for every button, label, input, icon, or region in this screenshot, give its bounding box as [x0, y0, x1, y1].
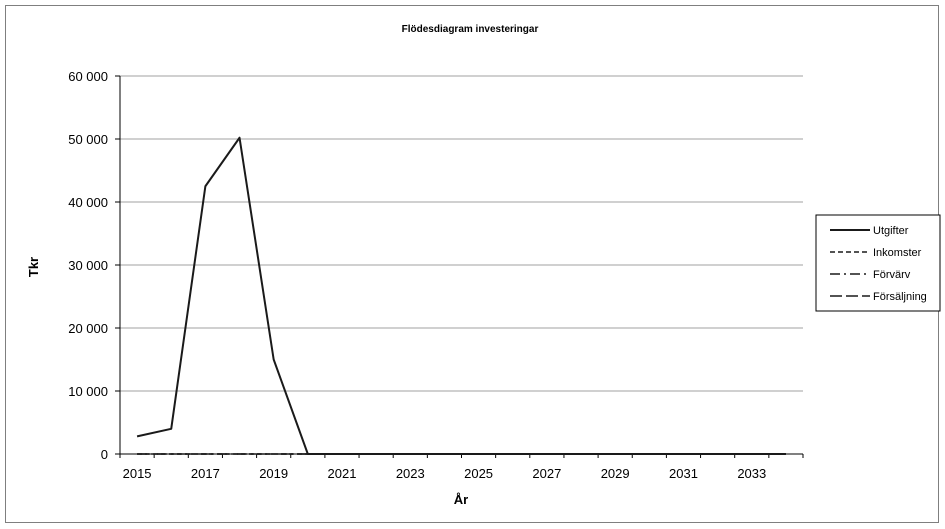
y-tick-label: 40 000 — [68, 195, 108, 210]
y-tick-label: 20 000 — [68, 321, 108, 336]
series-line-utgifter — [136, 136, 786, 455]
x-tick-label: 2015 — [123, 466, 152, 481]
series-lines — [136, 136, 786, 455]
gridlines — [115, 75, 803, 455]
x-tick-label: 2027 — [532, 466, 561, 481]
y-tick-label: 60 000 — [68, 69, 108, 84]
x-tick-label: 2023 — [396, 466, 425, 481]
y-axis-label: Tkr — [26, 257, 41, 277]
y-tick-label: 0 — [101, 447, 108, 462]
legend-label: Förvärv — [873, 269, 911, 281]
y-tick-label: 30 000 — [68, 258, 108, 273]
x-tick-label: 2033 — [737, 466, 766, 481]
x-tick-label: 2029 — [601, 466, 630, 481]
x-tick-label: 2025 — [464, 466, 493, 481]
legend-label: Inkomster — [873, 247, 922, 259]
x-axis-label: År — [454, 492, 468, 507]
legend-label: Försäljning — [873, 291, 927, 303]
x-tick-label: 2019 — [259, 466, 288, 481]
y-tick-labels: 0 10 000 20 000 30 000 40 000 50 000 60 000 — [68, 69, 108, 462]
chart-title: Flödesdiagram investeringar — [402, 24, 539, 35]
y-tick-label: 50 000 — [68, 132, 108, 147]
y-tick-label: 10 000 — [68, 384, 108, 399]
x-tick-label: 2017 — [191, 466, 220, 481]
legend-label: Utgifter — [873, 225, 909, 237]
legend: Utgifter Inkomster Förvärv Försäljning — [815, 214, 941, 312]
x-tick-labels: 2015 2017 2019 2021 2023 2025 2027 2029 2031 2033 — [119, 454, 804, 481]
x-tick-label: 2021 — [328, 466, 357, 481]
x-tick-label: 2031 — [669, 466, 698, 481]
